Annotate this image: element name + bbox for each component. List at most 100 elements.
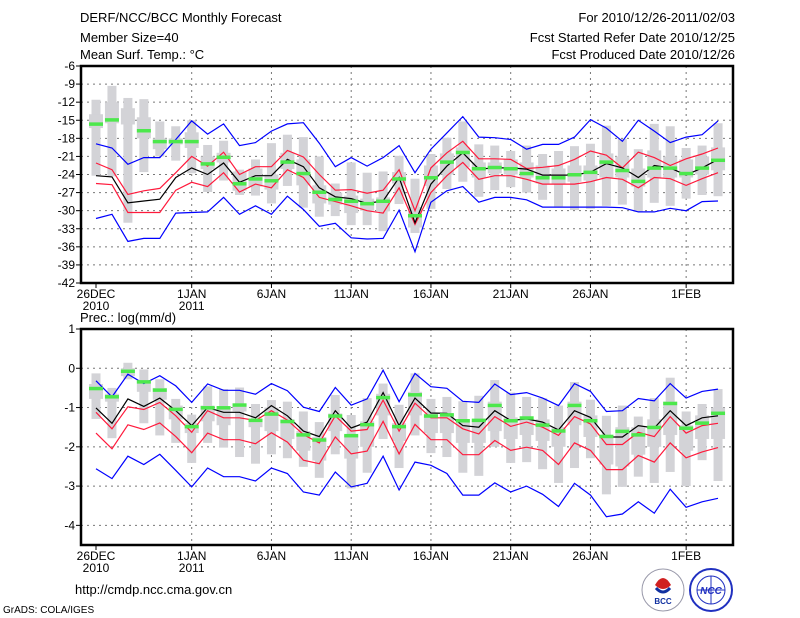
marker	[328, 414, 343, 418]
quartile-box	[216, 407, 231, 426]
marker	[104, 118, 119, 122]
quartile-box	[104, 102, 119, 124]
x-tick-year-label: 2010	[83, 299, 110, 313]
marker	[599, 434, 614, 439]
marker	[136, 380, 151, 384]
marker	[408, 213, 422, 218]
marker	[663, 166, 678, 170]
marker	[168, 139, 183, 144]
precip-label: Prec.: log(mm/d)	[80, 310, 177, 325]
series-outer-upper	[95, 115, 719, 174]
marker	[599, 160, 614, 164]
marker	[376, 199, 391, 204]
series-inner-upper	[95, 398, 719, 446]
figure-title: DERF/NCC/BCC Monthly Forecast	[80, 10, 282, 25]
marker	[184, 139, 199, 144]
series-outer-upper	[95, 368, 719, 413]
series-outer-lower	[95, 453, 719, 518]
produced-date: Fcst Produced Date 2010/12/26	[551, 47, 735, 62]
marker	[248, 418, 263, 423]
y-tick-label: 1	[68, 322, 75, 336]
marker	[360, 201, 375, 206]
x-tick-label: 26DEC	[77, 287, 116, 301]
quartile-box	[695, 415, 710, 439]
marker	[471, 418, 486, 423]
plot-frame	[79, 64, 735, 285]
quartile-box	[232, 171, 247, 191]
whisker-bar	[139, 369, 149, 424]
x-tick-label: 21JAN	[493, 287, 529, 301]
marker	[551, 176, 566, 180]
y-tick-label: -30	[58, 204, 76, 218]
marker	[503, 166, 518, 171]
x-tick-label: 16JAN	[413, 287, 449, 301]
quartile-box	[503, 159, 518, 175]
x-tick-label: 26JAN	[572, 549, 608, 563]
x-tick-label: 11JAN	[334, 287, 369, 301]
quartile-box	[711, 407, 726, 439]
x-tick-label: 6JAN	[257, 287, 286, 301]
quartile-box	[280, 419, 295, 439]
marker	[312, 438, 327, 442]
marker	[200, 162, 215, 166]
marker	[280, 419, 295, 424]
whisker-bar	[235, 387, 245, 458]
whisker-bar	[91, 99, 101, 176]
quartile-box	[136, 380, 151, 392]
y-tick-label: 0	[68, 361, 75, 375]
marker	[200, 406, 215, 410]
marker	[503, 419, 518, 423]
series-ensemble-mean	[95, 151, 719, 225]
variable-label: Mean Surf. Temp.: °C	[80, 47, 205, 62]
marker	[535, 423, 550, 427]
marker	[615, 168, 630, 173]
marker	[184, 424, 199, 429]
quartile-box	[136, 117, 151, 139]
x-tick-label: 21JAN	[493, 549, 529, 563]
marker	[360, 422, 375, 427]
marker	[312, 190, 327, 194]
x-tick-year-label: 2011	[179, 561, 205, 575]
y-tick-label: -33	[58, 222, 76, 236]
marker	[695, 166, 710, 170]
grads-credit: GrADS: COLA/IGES	[3, 605, 95, 616]
series-ensemble-mean	[95, 391, 719, 438]
y-tick-label: -24	[58, 168, 76, 182]
quartile-box	[471, 419, 486, 443]
x-tick-label: 1FEB	[671, 287, 701, 301]
y-tick-label: -27	[58, 186, 76, 200]
y-tick-label: -39	[58, 258, 76, 272]
quartile-box	[152, 138, 167, 150]
quartile-box	[551, 168, 566, 184]
marker	[408, 393, 422, 397]
marker	[392, 177, 407, 181]
marker	[711, 158, 726, 163]
x-tick-label: 26DEC	[77, 549, 116, 563]
marker	[439, 160, 454, 164]
marker	[711, 411, 726, 416]
marker	[487, 165, 502, 170]
website-link[interactable]: http://cmdp.ncc.cma.gov.cn	[75, 582, 233, 597]
quartile-box	[344, 435, 359, 459]
quartile-box	[232, 403, 247, 412]
quartile-box	[120, 108, 135, 125]
y-tick-label: -42	[58, 276, 76, 290]
marker	[296, 433, 311, 437]
x-tick-year-label: 2010	[83, 561, 110, 575]
y-tick-label: -12	[58, 95, 76, 109]
marker	[455, 150, 470, 155]
quartile-box	[455, 419, 470, 443]
marker	[615, 429, 630, 434]
marker	[423, 176, 438, 180]
marker	[216, 155, 231, 160]
marker	[344, 199, 359, 204]
whisker-bar	[346, 162, 356, 226]
marker	[344, 433, 359, 438]
y-tick-label: -18	[58, 131, 76, 145]
temperature-chart: -6 -9 -12 -15 -18 -21 -24 -27 -30 -33 -36 -39 -4226D…	[58, 59, 735, 313]
quartile-box	[599, 153, 614, 178]
marker	[168, 407, 183, 412]
whisker-bar	[107, 85, 117, 177]
quartile-box	[152, 387, 167, 400]
whisker-bar	[266, 143, 276, 204]
